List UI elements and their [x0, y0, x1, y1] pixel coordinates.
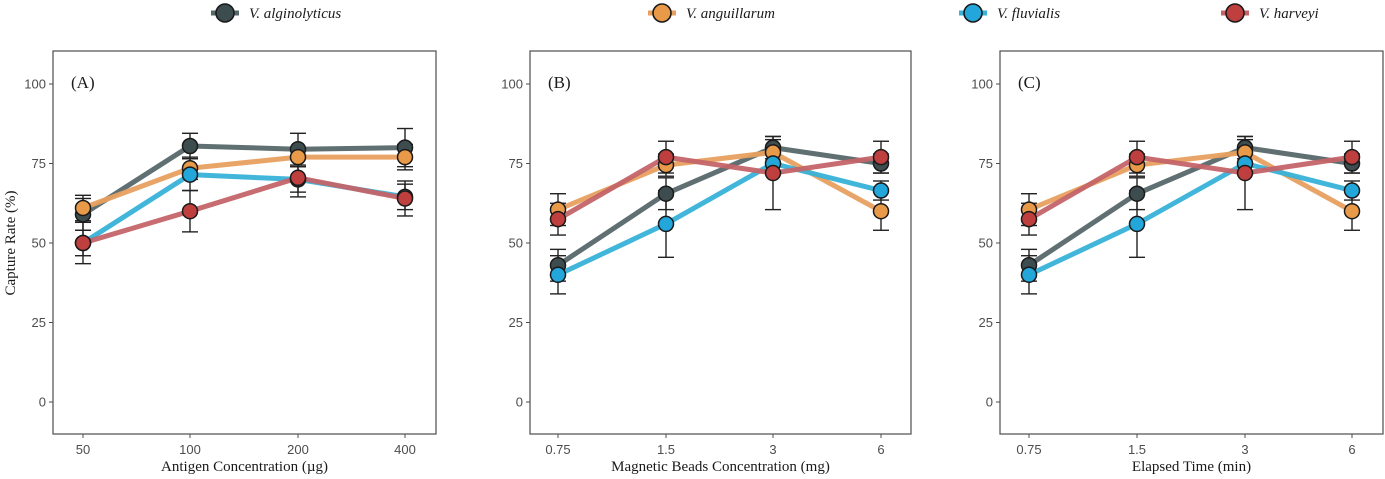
x-tick-label: 0.75 — [545, 442, 570, 457]
legend-marker — [652, 3, 672, 23]
data-point — [181, 137, 199, 155]
y-axis-title: Capture Rate (%) — [3, 191, 19, 296]
data-point — [657, 148, 675, 166]
x-tick-label: 6 — [877, 442, 884, 457]
plot-frame — [529, 50, 912, 435]
panel-label: (B) — [548, 73, 571, 92]
data-point — [549, 210, 567, 228]
data-point — [1343, 202, 1361, 220]
legend-marker — [1225, 3, 1245, 23]
x-tick-label: 400 — [394, 442, 416, 457]
y-tick-label: 75 — [979, 156, 993, 171]
x-tick-label: 6 — [1348, 442, 1355, 457]
data-point — [181, 166, 199, 183]
y-tick-label: 0 — [39, 395, 46, 410]
y-tick-label: 50 — [979, 236, 993, 251]
plot-frame — [52, 50, 437, 435]
y-tick-label: 0 — [986, 395, 993, 410]
y-tick-label: 100 — [24, 77, 46, 92]
panels: 0 25 50 75 100 50 100 200 400 Antigen Concentrati… — [24, 50, 1384, 475]
data-point — [74, 199, 92, 217]
y-tick-label: 25 — [509, 315, 523, 330]
series-line — [1027, 145, 1353, 268]
data-point — [181, 202, 199, 220]
legend-item: V. fluvialis — [959, 3, 1060, 23]
data-point — [396, 148, 414, 166]
series-line — [82, 175, 406, 246]
y-tick-label: 50 — [509, 236, 523, 251]
y-tick-label: 25 — [979, 315, 993, 330]
legend-label: V. harveyi — [1259, 6, 1319, 22]
legend-label: V. alginolyticus — [249, 6, 341, 22]
y-tick-label: 0 — [516, 395, 523, 410]
series-line — [1027, 154, 1353, 222]
data-point — [872, 148, 890, 166]
data-point — [872, 202, 890, 220]
legend-marker — [963, 3, 983, 23]
x-tick-label: 3 — [1241, 442, 1248, 457]
x-tick-label: 1.5 — [657, 442, 675, 457]
data-point — [657, 215, 675, 233]
data-point — [549, 266, 567, 284]
x-axis-title: Elapsed Time (min) — [1132, 459, 1251, 475]
x-tick-label: 0.75 — [1016, 442, 1041, 457]
data-point — [1020, 266, 1038, 284]
data-point — [74, 234, 92, 252]
x-tick-label: 200 — [287, 442, 309, 457]
x-axis-title: Magnetic Beads Concentration (mg) — [611, 459, 830, 475]
y-tick-label: 25 — [32, 315, 46, 330]
legend-marker — [215, 3, 235, 23]
legend-item: V. anguillarum — [648, 3, 775, 23]
data-point — [1343, 148, 1361, 166]
x-tick-label: 100 — [179, 442, 201, 457]
data-point — [396, 190, 414, 207]
data-point — [289, 169, 307, 187]
x-axis-title: Antigen Concentration (µg) — [161, 459, 328, 475]
legend-label: V. fluvialis — [997, 6, 1060, 22]
series-line — [556, 154, 882, 222]
data-point — [1020, 210, 1038, 228]
panel-label: (C) — [1018, 73, 1041, 92]
data-point — [1128, 215, 1146, 233]
data-point — [1236, 164, 1254, 182]
y-tick-label: 75 — [32, 156, 46, 171]
series-line — [81, 143, 406, 217]
data-point — [1128, 185, 1146, 202]
series-line — [556, 161, 882, 278]
legend-item: V. alginolyticus — [211, 3, 341, 23]
data-point — [872, 182, 890, 199]
series-line — [556, 145, 882, 268]
y-tick-label: 50 — [32, 236, 46, 251]
legend: V. alginolyticus V. anguillarum V. fluvial… — [211, 3, 1319, 23]
legend-item: V. harveyi — [1221, 3, 1319, 23]
x-tick-label: 50 — [76, 442, 90, 457]
x-tick-label: 1.5 — [1128, 442, 1146, 457]
panel-a: 0 25 50 75 100 50 100 200 400 Antigen Concentrati… — [24, 50, 437, 475]
y-tick-label: 100 — [501, 77, 523, 92]
data-point — [289, 148, 307, 166]
plot-frame — [999, 50, 1384, 435]
y-tick-label: 100 — [971, 77, 993, 92]
series-line — [82, 154, 405, 211]
data-point — [657, 185, 675, 202]
legend-label: V. anguillarum — [686, 6, 775, 22]
panel-b: 0 25 50 75 100 0.75 1.5 3 6 Magnetic Beads Concen… — [501, 50, 912, 475]
data-point — [1343, 182, 1361, 199]
series-line — [1027, 161, 1353, 278]
y-tick-label: 75 — [509, 156, 523, 171]
data-point — [764, 164, 782, 182]
panel-label: (A) — [71, 73, 95, 92]
panel-c: 0 25 50 75 100 0.75 1.5 3 6 Elapsed Time (min) (C) — [971, 50, 1384, 475]
x-tick-label: 3 — [769, 442, 776, 457]
data-point — [1128, 148, 1146, 166]
